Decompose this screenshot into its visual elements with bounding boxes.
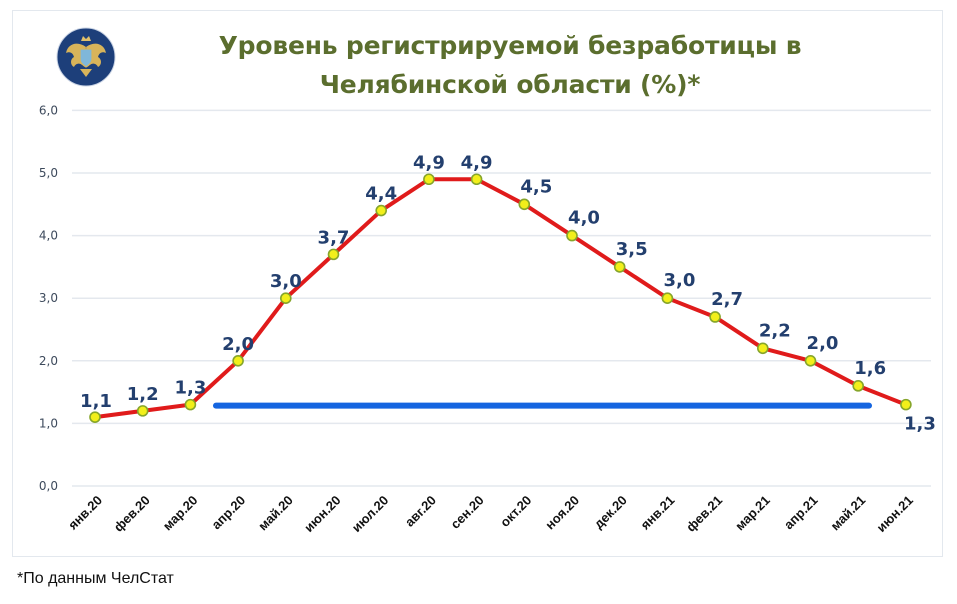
data-label: 2,2 bbox=[759, 320, 791, 341]
x-tick-label: дек.20 bbox=[591, 493, 630, 532]
data-point-marker bbox=[136, 405, 149, 417]
x-tick-label: окт.20 bbox=[497, 493, 534, 530]
y-tick-label: 5,0 bbox=[39, 166, 58, 180]
x-tick-label: июн.20 bbox=[301, 493, 343, 535]
chart-title: Уровень регистрируемой безработицы в Чел… bbox=[200, 26, 820, 104]
data-label: 4,9 bbox=[413, 152, 445, 173]
data-label: 1,1 bbox=[80, 391, 112, 412]
series-polyline bbox=[94, 177, 907, 420]
data-labels: 1,1 1,2 1,3 2,0 3,0 3,7 4,4 4,9 4,9 4,5 4,0 3,5 3,0 2… bbox=[80, 152, 936, 434]
data-label: 1,3 bbox=[174, 378, 206, 399]
x-tick-label: ноя.20 bbox=[542, 493, 582, 533]
x-tick-label: фев.20 bbox=[111, 493, 153, 535]
data-label: 1,2 bbox=[127, 384, 159, 405]
chart-title-line-1: Уровень регистрируемой безработицы в bbox=[218, 31, 802, 60]
y-axis-tick-labels: 0,0 1,0 2,0 3,0 4,0 5,0 6,0 bbox=[39, 103, 58, 493]
data-point-marker bbox=[566, 229, 578, 242]
data-point-marker bbox=[613, 261, 626, 273]
y-tick-label: 0,0 bbox=[39, 479, 58, 493]
data-point-marker bbox=[423, 173, 435, 186]
x-tick-label: апр.21 bbox=[781, 493, 821, 533]
data-point-marker bbox=[232, 354, 244, 367]
data-label: 3,0 bbox=[270, 271, 302, 292]
x-tick-label: янв.20 bbox=[65, 493, 105, 533]
y-tick-label: 4,0 bbox=[39, 229, 58, 243]
x-tick-label: май.21 bbox=[827, 493, 868, 534]
data-label: 2,7 bbox=[711, 289, 743, 310]
data-label: 3,7 bbox=[318, 227, 350, 248]
x-axis-tick-labels: янв.20 фев.20 мар.20 апр.20 май.20 июн.20 июл.… bbox=[65, 493, 916, 536]
data-label: 3,0 bbox=[663, 270, 695, 291]
data-series-line bbox=[94, 177, 907, 420]
data-label: 3,5 bbox=[616, 239, 648, 260]
data-label: 2,0 bbox=[222, 334, 254, 355]
coat-of-arms-emblem-icon bbox=[56, 27, 116, 87]
y-tick-label: 3,0 bbox=[39, 291, 58, 305]
data-label: 1,6 bbox=[854, 358, 886, 379]
x-tick-label: июн.21 bbox=[874, 493, 916, 535]
data-point-marker bbox=[184, 398, 197, 411]
y-tick-label: 2,0 bbox=[39, 354, 58, 368]
data-label: 4,4 bbox=[365, 184, 397, 205]
x-tick-label: янв.21 bbox=[638, 493, 678, 533]
data-point-marker bbox=[375, 204, 388, 217]
data-point-marker bbox=[900, 398, 912, 411]
x-tick-label: сен.20 bbox=[448, 493, 487, 532]
footnote: *По данным ЧелСтат bbox=[17, 570, 174, 587]
data-label: 4,0 bbox=[568, 208, 600, 229]
data-point-marker bbox=[327, 248, 340, 261]
data-point-marker bbox=[518, 198, 531, 211]
data-point-marker bbox=[709, 311, 721, 323]
data-label: 4,5 bbox=[520, 176, 552, 197]
data-point-marker bbox=[852, 380, 865, 392]
data-point-marker bbox=[661, 292, 674, 305]
data-point-marker bbox=[470, 173, 483, 186]
data-label: 1,3 bbox=[904, 414, 936, 435]
y-tick-label: 6,0 bbox=[39, 103, 58, 117]
x-tick-label: мар.21 bbox=[732, 493, 773, 534]
data-point-marker bbox=[89, 411, 101, 423]
y-tick-label: 1,0 bbox=[39, 416, 58, 430]
gridlines bbox=[72, 109, 931, 487]
data-point-marker bbox=[804, 354, 817, 367]
data-point-markers bbox=[89, 173, 912, 423]
chart-title-line-2: Челябинской области (%)* bbox=[319, 70, 701, 99]
data-point-marker bbox=[756, 342, 769, 355]
data-point-marker bbox=[279, 292, 292, 305]
x-tick-label: июл.20 bbox=[349, 493, 392, 536]
x-tick-label: авг.20 bbox=[402, 493, 439, 530]
x-tick-label: фев.21 bbox=[683, 493, 725, 535]
data-label: 4,9 bbox=[461, 152, 493, 173]
x-tick-label: апр.20 bbox=[209, 493, 249, 533]
data-label: 2,0 bbox=[807, 333, 839, 354]
x-tick-label: май.20 bbox=[255, 493, 296, 534]
x-tick-label: мар.20 bbox=[160, 493, 201, 534]
chart-card bbox=[12, 10, 943, 557]
